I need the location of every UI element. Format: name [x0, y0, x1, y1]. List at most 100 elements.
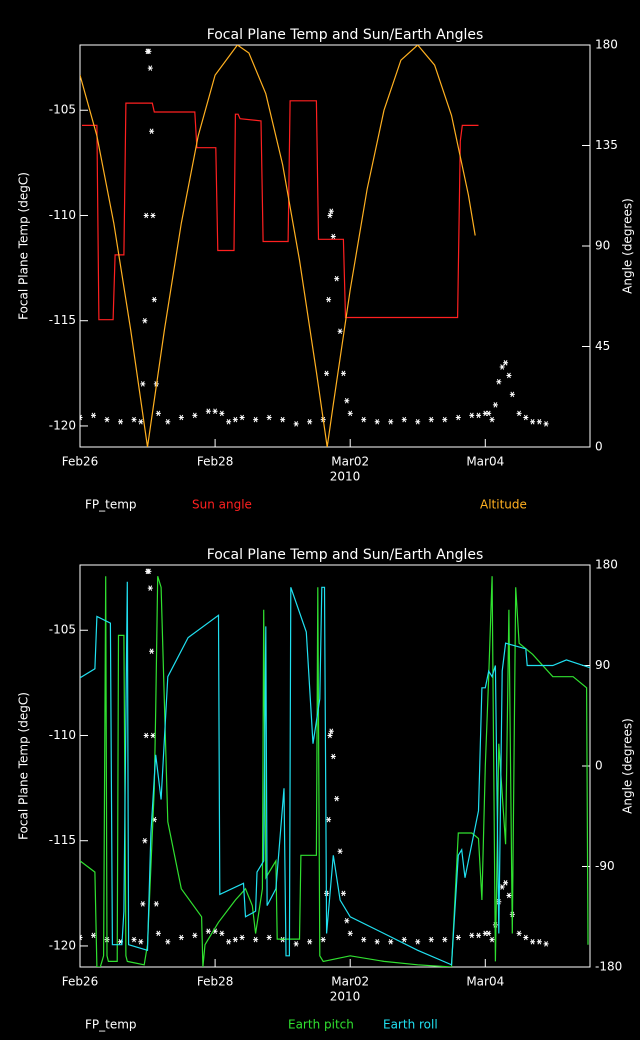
series-line [80, 45, 476, 447]
x-tick-label: Feb28 [197, 975, 234, 989]
y2-tick-label: -90 [595, 859, 615, 873]
fp-temp-point [530, 938, 536, 945]
y2-tick-label: 180 [595, 38, 618, 52]
fp-temp-point [155, 930, 161, 937]
fp-temp-point [469, 412, 475, 419]
fp-temp-point [153, 901, 159, 907]
fp-temp-point [165, 418, 171, 425]
legend-entry: Altitude [480, 498, 527, 512]
y2-axis-label: Angle (degrees) [621, 718, 635, 814]
fp-temp-point [442, 936, 448, 943]
fp-temp-point [140, 901, 146, 907]
fp-temp-point [253, 936, 259, 943]
fp-temp-point [212, 408, 218, 414]
fp-temp-point [455, 934, 461, 941]
fp-temp-point [340, 890, 346, 897]
fp-temp-point [131, 936, 137, 943]
y2-tick-label: 45 [595, 339, 610, 353]
fp-temp-point [91, 932, 97, 939]
y2-tick-label: 135 [595, 138, 618, 152]
y2-tick-label: 90 [595, 658, 610, 672]
fp-temp-point [428, 416, 434, 423]
fp-temp-point [543, 941, 549, 947]
fp-temp-point [523, 414, 529, 421]
fp-temp-point [239, 934, 245, 941]
x-tick-label: Mar04 [466, 455, 504, 469]
fp-temp-point [489, 416, 495, 423]
fp-temp-point [155, 410, 161, 417]
fp-temp-point [476, 932, 482, 939]
fp-temp-point [266, 414, 272, 421]
fp-temp-point [118, 418, 124, 425]
fp-temp-point [506, 372, 512, 379]
x-tick-label: Mar02 [331, 975, 369, 989]
fp-temp-point [536, 938, 542, 945]
x-tick-label: Feb26 [62, 455, 99, 469]
x-tick-label: Mar04 [466, 975, 504, 989]
x-axis-label: 2010 [330, 470, 361, 484]
fp-temp-point [150, 732, 156, 739]
fp-temp-point [91, 412, 97, 419]
fp-temp-point [142, 317, 148, 324]
fp-temp-point [140, 381, 146, 387]
fp-temp-point [486, 930, 492, 937]
fp-temp-point [131, 416, 137, 423]
fp-temp-point [330, 753, 336, 760]
fp-temp-point [147, 65, 153, 71]
fp-temp-point [326, 296, 332, 303]
y2-tick-label: 180 [595, 558, 618, 572]
fp-temp-point [347, 930, 353, 937]
plot-area [80, 568, 590, 967]
fp-temp-point [503, 360, 509, 366]
fp-temp-point [239, 414, 245, 421]
fp-temp-point [320, 936, 326, 943]
fp-temp-point [232, 416, 238, 423]
fp-temp-point [328, 208, 334, 215]
fp-temp-point [149, 648, 155, 655]
fp-temp-point [253, 416, 259, 423]
fp-temp-point [266, 934, 272, 941]
fp-temp-point [496, 378, 502, 385]
fp-temp-point [415, 418, 421, 425]
fp-temp-point [388, 418, 394, 425]
fp-temp-point [326, 816, 332, 823]
fp-temp-point [374, 938, 380, 945]
fp-temp-point [401, 936, 407, 943]
chart-panel: Focal Plane Temp and Sun/Earth Angles -10… [17, 547, 635, 1032]
x-tick-label: Feb26 [62, 975, 99, 989]
fp-temp-point [146, 48, 152, 55]
fp-temp-point [499, 364, 505, 370]
fp-temp-point [347, 410, 353, 417]
fp-temp-point [492, 402, 498, 408]
fp-temp-point [293, 941, 299, 947]
fp-temp-point [340, 370, 346, 377]
y2-tick-label: 90 [595, 239, 610, 253]
fp-temp-point [388, 938, 394, 945]
fp-temp-point [178, 934, 184, 941]
fp-temp-point [165, 938, 171, 945]
chart-panel: Focal Plane Temp and Sun/Earth Angles -10… [17, 27, 635, 512]
fp-temp-point [334, 795, 340, 802]
fp-temp-point [503, 880, 509, 886]
y-tick-label: -115 [49, 313, 76, 327]
series-line [82, 100, 479, 321]
fp-temp-point [143, 732, 149, 739]
fp-temp-point [334, 275, 340, 282]
fp-temp-point [205, 408, 211, 414]
fp-temp-point [80, 934, 83, 941]
fp-temp-point [307, 418, 313, 425]
fp-temp-point [489, 936, 495, 943]
y-axis-label: Focal Plane Temp (degC) [17, 692, 31, 840]
fp-temp-point [455, 414, 461, 421]
fp-temp-point [219, 930, 225, 937]
legend-entry: Earth pitch [288, 1018, 354, 1032]
fp-temp-point [516, 930, 522, 937]
fp-temp-point [523, 934, 529, 941]
fp-temp-point [530, 418, 536, 425]
y-axis-label: Focal Plane Temp (degC) [17, 172, 31, 320]
fp-temp-point [476, 412, 482, 419]
fp-temp-point [147, 585, 153, 591]
x-tick-label: Feb28 [197, 455, 234, 469]
fp-temp-point [293, 421, 299, 427]
